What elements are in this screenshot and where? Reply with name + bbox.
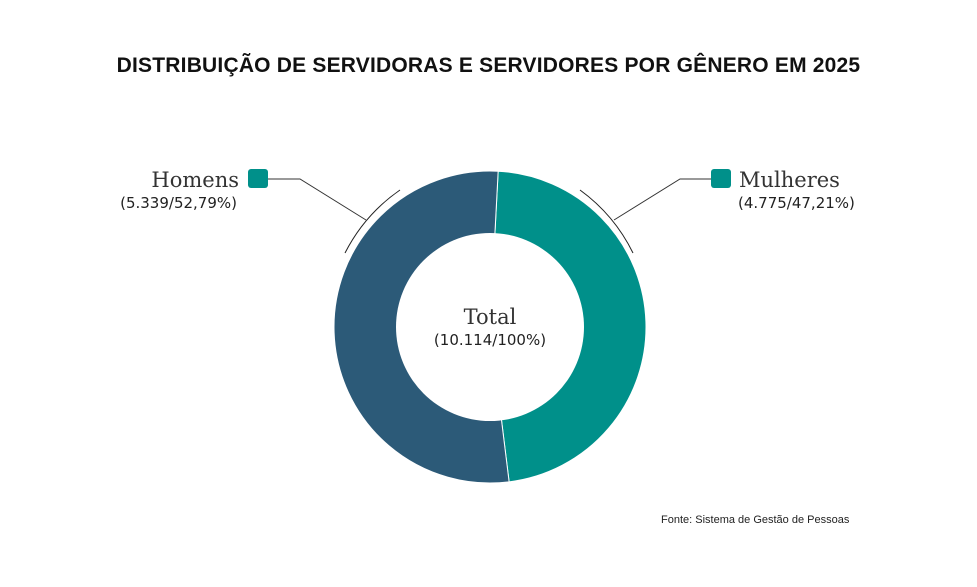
mulheres-value: (4.775/47,21%) bbox=[738, 194, 855, 212]
chart-title: DISTRIBUIÇÃO DE SERVIDORAS E SERVIDORES … bbox=[116, 54, 861, 77]
homens-legend-swatch bbox=[248, 169, 268, 188]
homens-leader-line bbox=[268, 178, 367, 221]
center-value: (10.114/100%) bbox=[434, 331, 546, 349]
mulheres-bracket bbox=[579, 189, 634, 254]
center-label: Total bbox=[464, 305, 517, 329]
donut-hole bbox=[396, 233, 584, 421]
mulheres-leader-line bbox=[613, 178, 712, 221]
homens-label: Homens bbox=[151, 168, 239, 192]
homens-bracket bbox=[344, 189, 401, 254]
mulheres-legend-swatch bbox=[711, 169, 731, 188]
homens-value: (5.339/52,79%) bbox=[120, 194, 237, 212]
source-note: Fonte: Sistema de Gestão de Pessoas bbox=[661, 514, 850, 526]
mulheres-label: Mulheres bbox=[739, 168, 840, 192]
